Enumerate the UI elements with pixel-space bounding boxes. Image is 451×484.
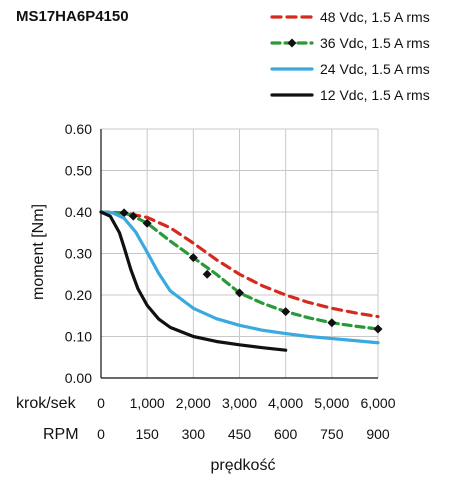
y-tick-label-0: 0.00 — [65, 370, 92, 386]
x-tick-label-secondary-0: 0 — [97, 426, 105, 442]
x-tick-label-primary-0: 0 — [97, 395, 105, 411]
series-2-marker-8 — [373, 324, 383, 334]
plot-series — [99, 208, 383, 352]
legend: 48 Vdc, 1.5 A rms 36 Vdc, 1.5 A rms 24 Vdc… — [270, 9, 430, 103]
y-tick-label-4: 0.40 — [65, 204, 92, 220]
y-tick-label-5: 0.50 — [65, 163, 92, 179]
series-line-1 — [99, 210, 380, 319]
legend-label-4: 12 Vdc, 1.5 A rms — [320, 87, 430, 103]
x-axis-ticks-secondary: 0 150 300 450 600 750 900 — [97, 426, 390, 442]
legend-label-1: 48 Vdc, 1.5 A rms — [320, 9, 430, 25]
y-tick-label-1: 0.10 — [65, 329, 92, 345]
y-tick-label-3: 0.30 — [65, 246, 92, 262]
x-axis-secondary-label: RPM — [43, 426, 79, 443]
x-tick-label-secondary-2: 300 — [182, 426, 206, 442]
y-axis-ticks: 0.00 0.10 0.20 0.30 0.40 0.50 0.60 — [65, 121, 92, 386]
x-axis-title: prędkość — [211, 457, 276, 474]
x-tick-label-secondary-6: 900 — [366, 426, 390, 442]
y-tick-label-2: 0.20 — [65, 287, 92, 303]
x-tick-label-primary-2: 2,000 — [176, 395, 211, 411]
series-2-marker-1 — [128, 211, 138, 221]
legend-label-2: 36 Vdc, 1.5 A rms — [320, 35, 430, 51]
series-line-3 — [99, 210, 380, 345]
series-2-marker-6 — [281, 307, 291, 317]
y-tick-label-6: 0.60 — [65, 121, 92, 137]
series-2-marker-5 — [235, 288, 244, 298]
chart-title: MS17HA6P4150 — [16, 8, 129, 25]
legend-label-3: 24 Vdc, 1.5 A rms — [320, 61, 430, 77]
x-tick-label-primary-4: 4,000 — [268, 395, 303, 411]
series-2-marker-7 — [327, 318, 337, 328]
x-tick-label-secondary-1: 150 — [135, 426, 159, 442]
series-2-marker-0 — [119, 208, 129, 218]
x-tick-label-primary-6: 6,000 — [360, 395, 395, 411]
series-2-marker-4 — [202, 269, 212, 279]
x-tick-label-secondary-4: 600 — [274, 426, 298, 442]
series-2-marker-2 — [142, 218, 152, 228]
x-axis-ticks-primary: 0 1,000 2,000 3,000 4,000 5,000 6,000 — [97, 395, 396, 411]
plot-grid — [100, 128, 379, 379]
x-tick-label-secondary-5: 750 — [320, 426, 344, 442]
legend-swatch-marker-2 — [287, 38, 297, 48]
series-line-4 — [99, 210, 288, 352]
x-axis-primary-label: krok/sek — [16, 395, 77, 412]
x-tick-label-primary-3: 3,000 — [222, 395, 257, 411]
x-tick-label-primary-5: 5,000 — [314, 395, 349, 411]
x-tick-label-primary-1: 1,000 — [130, 395, 165, 411]
y-axis-label: moment [Nm] — [30, 204, 47, 300]
series-2-marker-3 — [188, 253, 198, 263]
x-tick-label-secondary-3: 450 — [228, 426, 252, 442]
